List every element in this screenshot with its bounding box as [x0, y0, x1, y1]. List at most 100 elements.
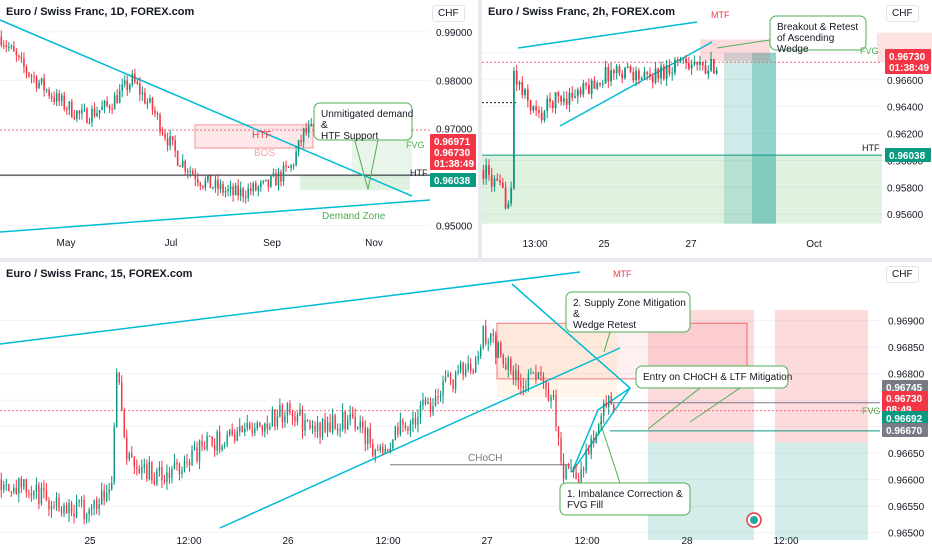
chart-panel-15m[interactable]: 0.969000.968500.968000.967500.967000.966…	[0, 262, 932, 550]
daily-chart-svg[interactable]: 0.990000.980000.970000.960000.95000MayJu…	[0, 0, 478, 258]
y-tick-label: 0.96800	[888, 370, 925, 381]
fifteen-minute-candle	[469, 363, 472, 371]
fifteen-minute-candle	[560, 438, 562, 462]
daily-candle	[126, 80, 129, 90]
daily-candle	[249, 188, 252, 192]
fifteen-minute-candle	[331, 415, 334, 433]
fifteen-minute-candle	[151, 462, 153, 481]
daily-candle	[217, 179, 219, 190]
two-hour-candle	[507, 203, 510, 209]
daily-candle	[35, 76, 38, 88]
daily-candle	[134, 73, 136, 82]
daily-candle	[209, 175, 212, 189]
fifteen-minute-candle	[301, 409, 304, 431]
daily-candle	[23, 58, 25, 67]
daily-candle	[181, 160, 184, 167]
fifteen-minute-candle	[341, 411, 344, 430]
bos-label: BOS	[254, 148, 275, 159]
fifteen-minute-candle	[319, 422, 321, 437]
daily-candle	[282, 165, 285, 182]
fifteen-minute-candle	[95, 500, 98, 509]
daily-candle	[78, 110, 81, 114]
daily-candle	[285, 165, 287, 167]
daily-candle	[128, 84, 131, 90]
chart-panel-daily[interactable]: 0.990000.980000.970000.960000.95000MayJu…	[0, 0, 478, 258]
daily-candle	[106, 101, 108, 106]
fifteen-minute-candle	[517, 370, 520, 382]
fifteen-minute-candle	[530, 373, 532, 375]
fifteen-minute-candle	[78, 500, 80, 503]
y-tick-label: 0.96900	[888, 317, 925, 328]
fifteen-minute-candle	[454, 372, 457, 390]
fifteen-minute-candle	[424, 399, 427, 404]
fifteen-minute-chart-svg[interactable]: 0.969000.968500.968000.967500.967000.966…	[0, 262, 932, 550]
fifteen-minute-candle	[304, 420, 306, 431]
two-hour-chart-svg[interactable]: 0.968000.966000.964000.962000.960000.958…	[482, 0, 932, 258]
chart-panel-2h[interactable]: 0.968000.966000.964000.962000.960000.958…	[482, 0, 932, 258]
y-tick-label: 0.96550	[888, 502, 925, 513]
rising-trendline	[0, 199, 431, 233]
two-hour-candle	[504, 187, 507, 209]
daily-candle	[275, 173, 277, 186]
x-tick-label: Oct	[806, 239, 822, 250]
fifteen-minute-candle	[472, 370, 474, 373]
daily-candle	[111, 108, 113, 110]
daily-candle	[247, 188, 250, 198]
htf-label: HTF	[252, 130, 271, 141]
fifteen-minute-countdown-tag: 08:49	[886, 405, 912, 416]
daily-candle	[212, 187, 214, 189]
two-hour-candle	[529, 100, 532, 111]
fifteen-minute-candle	[409, 424, 412, 431]
fifteen-minute-candle	[603, 402, 605, 416]
fifteen-minute-candle	[8, 484, 10, 492]
fifteen-minute-candle	[387, 449, 389, 452]
fifteen-minute-candle	[474, 359, 477, 373]
fifteen-minute-currency-unit[interactable]: CHF	[886, 266, 919, 283]
two-hour-candle	[563, 98, 565, 102]
fifteen-minute-candle	[43, 487, 45, 491]
fifteen-minute-candle	[550, 396, 552, 402]
two-hour-candle	[704, 65, 707, 74]
two-hour-currency-unit[interactable]: CHF	[886, 5, 919, 22]
daily-candle	[71, 101, 73, 118]
fifteen-minute-candle	[402, 420, 404, 425]
x-tick-label: 26	[282, 536, 294, 547]
fifteen-minute-candle	[487, 341, 489, 344]
daily-candle	[295, 151, 297, 165]
fifteen-minute-candle	[515, 370, 517, 380]
fvg-label-2h: FVG	[860, 46, 879, 56]
fifteen-minute-candle	[336, 428, 339, 431]
wedge-upper-line	[517, 21, 698, 49]
fifteen-minute-candle	[535, 372, 537, 380]
fifteen-minute-candle	[111, 482, 113, 490]
fifteen-minute-candle	[50, 506, 53, 510]
two-hour-candle	[579, 89, 582, 95]
mtf-label: MTF	[711, 10, 730, 20]
daily-candle	[272, 173, 275, 177]
fifteen-minute-candle	[188, 461, 191, 466]
daily-candle	[2, 45, 5, 47]
fifteen-minute-candle	[271, 409, 274, 427]
daily-candle	[179, 165, 181, 167]
fifteen-minute-candle	[208, 435, 211, 437]
fifteen-minute-candle	[434, 396, 437, 407]
fifteen-minute-candle	[30, 493, 33, 496]
fifteen-minute-candle	[176, 462, 178, 465]
daily-currency-unit[interactable]: CHF	[432, 5, 465, 22]
fifteen-minute-candle	[158, 466, 161, 471]
fifteen-minute-entry-tag: 0.96745	[886, 383, 923, 394]
fifteen-minute-candle	[296, 414, 299, 422]
fifteen-minute-candle	[497, 342, 499, 358]
daily-candle	[60, 95, 63, 102]
daily-candle	[277, 171, 280, 186]
fifteen-minute-candle	[291, 412, 294, 417]
fifteen-minute-candle	[500, 342, 502, 356]
htf-label-2h: HTF	[862, 143, 880, 153]
two-hour-candle	[485, 165, 488, 179]
daily-price-tag-high-bg	[430, 134, 476, 148]
fifteen-minute-candle	[507, 358, 510, 370]
daily-candle	[154, 110, 156, 114]
two-hour-candle	[626, 66, 629, 68]
daily-candle	[53, 97, 55, 102]
x-tick-label: 27	[481, 536, 493, 547]
